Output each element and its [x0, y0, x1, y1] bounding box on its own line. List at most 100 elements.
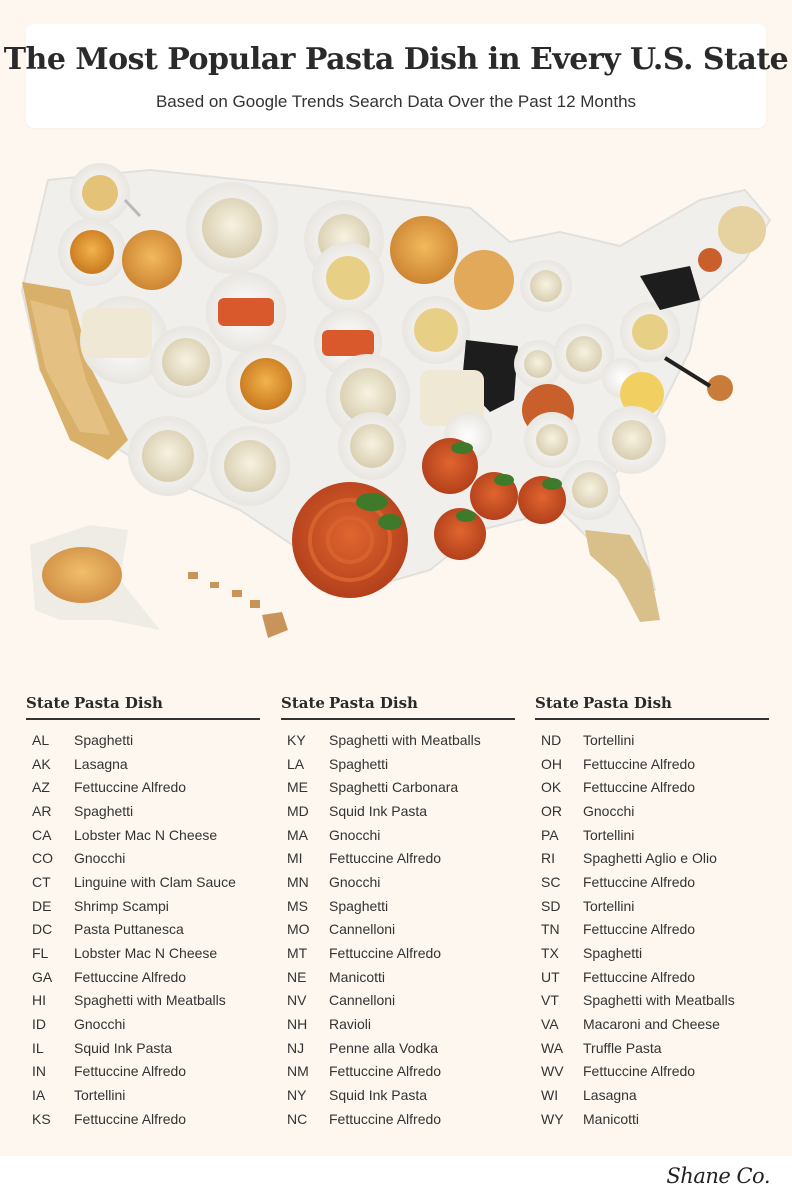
table-row: MA Gnocchi	[281, 823, 515, 847]
state-code: WV	[541, 1063, 564, 1080]
table-row: GA Fettuccine Alfredo	[26, 965, 260, 989]
pasta-dish: Ravioli	[329, 1016, 372, 1033]
table-row: PA Tortellini	[535, 823, 769, 847]
pasta-dish: Manicotti	[329, 968, 386, 985]
pasta-dish: Lasagna	[583, 1087, 637, 1104]
state-code: WY	[541, 1110, 564, 1127]
state-code: OR	[541, 802, 562, 819]
state-code: MO	[287, 921, 310, 938]
table-row: NV Cannelloni	[281, 989, 515, 1013]
table-row: AZ Fettuccine Alfredo	[26, 775, 260, 799]
table-row: AK Lasagna	[26, 752, 260, 776]
pasta-dish: Gnocchi	[329, 873, 381, 890]
pasta-dish: Spaghetti	[74, 802, 134, 819]
pasta-dish: Fettuccine Alfredo	[583, 921, 696, 938]
table-row: MI Fettuccine Alfredo	[281, 846, 515, 870]
pasta-dish: Gnocchi	[329, 826, 381, 843]
table-row: SD Tortellini	[535, 894, 769, 918]
pasta-dish: Fettuccine Alfredo	[583, 755, 696, 772]
table-row: MD Squid Ink Pasta	[281, 799, 515, 823]
pasta-dish: Spaghetti	[74, 731, 134, 748]
pasta-dish: Cannelloni	[329, 992, 396, 1009]
state-code: TN	[541, 921, 560, 938]
state-code: OH	[541, 755, 562, 772]
state-code: NM	[287, 1063, 309, 1080]
florida-tile	[585, 530, 660, 622]
state-code: IN	[32, 1063, 46, 1080]
state-code: ND	[541, 731, 562, 748]
state-header: State	[26, 694, 70, 712]
table-row: HI Spaghetti with Meatballs	[26, 989, 260, 1013]
pasta-dish: Tortellini	[583, 731, 635, 748]
table-row: RI Spaghetti Aglio e Olio	[535, 846, 769, 870]
pasta-dish: Lobster Mac N Cheese	[74, 826, 218, 843]
table-row: CO Gnocchi	[26, 846, 260, 870]
pasta-dish: Fettuccine Alfredo	[583, 968, 696, 985]
pasta-dish: Spaghetti Carbonara	[329, 779, 459, 796]
table-row: MN Gnocchi	[281, 870, 515, 894]
table-row: NC Fettuccine Alfredo	[281, 1107, 515, 1131]
state-code: VA	[541, 1016, 559, 1033]
state-code: FL	[32, 945, 49, 962]
table-row: NM Fettuccine Alfredo	[281, 1060, 515, 1084]
state-code: UT	[541, 968, 560, 985]
state-header: State	[535, 694, 579, 712]
pasta-dish: Fettuccine Alfredo	[74, 779, 187, 796]
table-row: MT Fettuccine Alfredo	[281, 941, 515, 965]
pasta-dish: Spaghetti	[329, 755, 389, 772]
table-row: CT Linguine with Clam Sauce	[26, 870, 260, 894]
table-column-3: State Pasta Dish ND Tortellini OH Fettuccin…	[535, 692, 769, 1131]
state-code: CT	[32, 873, 51, 890]
hawaii-islands	[188, 572, 288, 638]
table-row: NE Manicotti	[281, 965, 515, 989]
pasta-dish: Macaroni and Cheese	[583, 1016, 720, 1033]
squid-ink-pasta-new-york	[640, 266, 700, 310]
state-code: MI	[287, 850, 303, 867]
page-title: The Most Popular Pasta Dish in Every U.S…	[3, 42, 789, 77]
table-rows: KY Spaghetti with Meatballs LA Spaghetti ME S…	[281, 728, 515, 1131]
table-row: AL Spaghetti	[26, 728, 260, 752]
table-header-3: State Pasta Dish	[535, 692, 769, 720]
pasta-dish: Manicotti	[583, 1110, 640, 1127]
pasta-dish: Lasagna	[74, 755, 128, 772]
pasta-dish: Shrimp Scampi	[74, 897, 169, 914]
table-row: WI Lasagna	[535, 1083, 769, 1107]
table-row: NY Squid Ink Pasta	[281, 1083, 515, 1107]
pasta-dish: Fettuccine Alfredo	[329, 1110, 442, 1127]
table-row: DC Pasta Puttanesca	[26, 918, 260, 942]
state-code: MS	[287, 897, 308, 914]
state-code: AK	[32, 755, 51, 772]
pasta-dish: Spaghetti with Meatballs	[583, 992, 735, 1009]
state-code: DE	[32, 897, 52, 914]
table-row: OR Gnocchi	[535, 799, 769, 823]
state-code: CO	[32, 850, 53, 867]
table-row: TN Fettuccine Alfredo	[535, 918, 769, 942]
table-row: LA Spaghetti	[281, 752, 515, 776]
table-row: KS Fettuccine Alfredo	[26, 1107, 260, 1131]
pasta-dish: Gnocchi	[74, 1016, 126, 1033]
table-row: FL Lobster Mac N Cheese	[26, 941, 260, 965]
pasta-dish: Spaghetti with Meatballs	[329, 731, 481, 748]
dish-plates	[58, 163, 766, 520]
table-rows: AL Spaghetti AK Lasagna AZ Fettuccine Alfredo…	[26, 728, 260, 1131]
pasta-dish: Spaghetti	[583, 945, 643, 962]
state-code: LA	[287, 755, 305, 772]
state-code: HI	[32, 992, 46, 1009]
table-row: DE Shrimp Scampi	[26, 894, 260, 918]
state-code: IA	[32, 1087, 46, 1104]
pasta-dish: Fettuccine Alfredo	[583, 873, 696, 890]
table-row: IA Tortellini	[26, 1083, 260, 1107]
table-row: SC Fettuccine Alfredo	[535, 870, 769, 894]
table-rows: ND Tortellini OH Fettuccine Alfredo OK Fettuc…	[535, 728, 769, 1131]
table-row: OH Fettuccine Alfredo	[535, 752, 769, 776]
table-header-1: State Pasta Dish	[26, 692, 260, 720]
table-row: TX Spaghetti	[535, 941, 769, 965]
pasta-dish: Squid Ink Pasta	[74, 1039, 173, 1056]
pasta-dish: Fettuccine Alfredo	[329, 850, 442, 867]
table-row: WV Fettuccine Alfredo	[535, 1060, 769, 1084]
spaghetti-dishes	[292, 438, 566, 598]
state-code: MT	[287, 945, 308, 962]
pasta-dish: Spaghetti Aglio e Olio	[583, 850, 717, 867]
pasta-dish: Fettuccine Alfredo	[74, 1063, 187, 1080]
table-column-2: State Pasta Dish KY Spaghetti with Meatba…	[281, 692, 515, 1131]
